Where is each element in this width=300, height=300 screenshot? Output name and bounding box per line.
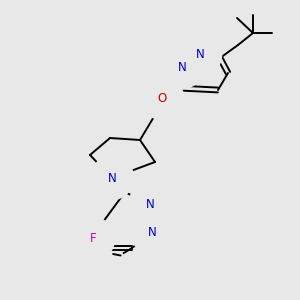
Text: N: N xyxy=(148,226,156,238)
Circle shape xyxy=(128,184,172,226)
Circle shape xyxy=(178,34,221,76)
Circle shape xyxy=(130,211,173,254)
Circle shape xyxy=(160,46,203,88)
Text: N: N xyxy=(108,172,116,184)
Text: N: N xyxy=(178,61,186,74)
Text: N: N xyxy=(146,199,154,212)
Circle shape xyxy=(71,218,115,260)
Text: O: O xyxy=(158,92,166,104)
Circle shape xyxy=(91,157,134,200)
Text: F: F xyxy=(90,232,96,245)
Circle shape xyxy=(140,76,184,119)
Text: N: N xyxy=(196,49,204,62)
